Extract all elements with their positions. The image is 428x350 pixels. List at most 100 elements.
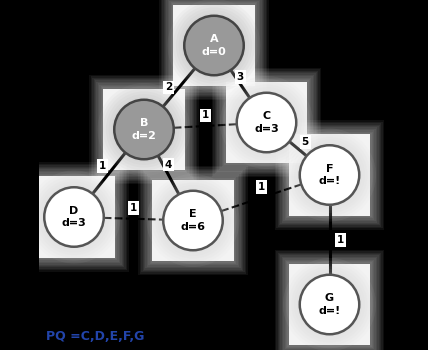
FancyBboxPatch shape: [166, 0, 262, 93]
FancyBboxPatch shape: [168, 0, 260, 92]
Circle shape: [178, 10, 250, 81]
FancyBboxPatch shape: [278, 253, 381, 350]
FancyBboxPatch shape: [222, 78, 311, 167]
FancyBboxPatch shape: [171, 2, 257, 89]
FancyBboxPatch shape: [89, 75, 199, 184]
FancyBboxPatch shape: [91, 76, 197, 183]
Text: 1: 1: [98, 161, 106, 171]
FancyBboxPatch shape: [275, 120, 384, 230]
FancyBboxPatch shape: [282, 127, 377, 223]
Circle shape: [234, 90, 299, 155]
FancyBboxPatch shape: [163, 0, 265, 96]
Circle shape: [30, 173, 118, 261]
FancyBboxPatch shape: [151, 178, 235, 262]
Circle shape: [286, 131, 373, 219]
FancyBboxPatch shape: [25, 168, 123, 266]
Circle shape: [294, 140, 365, 210]
FancyBboxPatch shape: [146, 173, 241, 268]
FancyBboxPatch shape: [212, 68, 321, 177]
FancyBboxPatch shape: [19, 162, 129, 272]
FancyBboxPatch shape: [147, 174, 239, 267]
FancyBboxPatch shape: [283, 129, 376, 221]
FancyBboxPatch shape: [280, 126, 378, 224]
FancyBboxPatch shape: [143, 170, 244, 271]
Circle shape: [33, 176, 115, 258]
FancyBboxPatch shape: [173, 5, 255, 86]
FancyBboxPatch shape: [138, 166, 248, 275]
FancyBboxPatch shape: [280, 256, 378, 350]
Text: 1: 1: [130, 203, 137, 213]
Circle shape: [163, 191, 223, 250]
FancyBboxPatch shape: [104, 89, 184, 170]
Text: 5: 5: [301, 137, 309, 147]
FancyBboxPatch shape: [148, 176, 238, 265]
Circle shape: [44, 187, 104, 247]
FancyBboxPatch shape: [226, 82, 307, 163]
Text: 1: 1: [202, 111, 209, 120]
Circle shape: [288, 264, 371, 345]
Circle shape: [237, 93, 296, 152]
FancyBboxPatch shape: [92, 78, 196, 181]
Text: E
d=6: E d=6: [181, 209, 205, 232]
Circle shape: [146, 174, 240, 267]
Text: G
d=!: G d=!: [318, 293, 341, 316]
Text: 1: 1: [336, 235, 344, 245]
FancyBboxPatch shape: [172, 4, 256, 88]
Circle shape: [297, 142, 362, 208]
Circle shape: [155, 182, 231, 259]
Circle shape: [231, 87, 302, 158]
Circle shape: [173, 5, 255, 86]
FancyBboxPatch shape: [152, 180, 234, 261]
Circle shape: [106, 91, 182, 168]
FancyBboxPatch shape: [94, 79, 194, 180]
FancyBboxPatch shape: [169, 1, 259, 90]
Circle shape: [300, 145, 359, 205]
FancyBboxPatch shape: [223, 79, 310, 166]
Text: 4: 4: [165, 160, 172, 169]
FancyBboxPatch shape: [225, 80, 309, 164]
Circle shape: [170, 2, 258, 89]
FancyBboxPatch shape: [96, 82, 192, 177]
Circle shape: [226, 82, 307, 163]
FancyBboxPatch shape: [276, 251, 383, 350]
FancyBboxPatch shape: [95, 80, 193, 178]
FancyBboxPatch shape: [165, 0, 263, 94]
Circle shape: [109, 94, 179, 165]
Circle shape: [229, 84, 305, 161]
Circle shape: [160, 188, 226, 253]
FancyBboxPatch shape: [288, 133, 372, 217]
Circle shape: [291, 266, 368, 343]
Circle shape: [111, 97, 176, 162]
Text: 1: 1: [258, 182, 265, 192]
Circle shape: [286, 261, 373, 348]
FancyBboxPatch shape: [30, 174, 117, 260]
Circle shape: [294, 269, 365, 340]
FancyBboxPatch shape: [279, 125, 380, 225]
Circle shape: [297, 272, 362, 337]
Text: C
d=3: C d=3: [254, 111, 279, 134]
FancyBboxPatch shape: [27, 169, 122, 265]
Circle shape: [288, 134, 371, 216]
FancyBboxPatch shape: [289, 264, 370, 345]
Circle shape: [300, 275, 359, 334]
Circle shape: [27, 170, 121, 264]
FancyBboxPatch shape: [286, 132, 373, 218]
Text: D
d=3: D d=3: [62, 206, 86, 228]
FancyBboxPatch shape: [22, 165, 126, 269]
Circle shape: [167, 0, 261, 92]
Circle shape: [149, 177, 237, 264]
FancyBboxPatch shape: [216, 72, 317, 173]
Circle shape: [223, 79, 310, 166]
Text: F
d=!: F d=!: [318, 164, 341, 186]
FancyBboxPatch shape: [279, 254, 380, 350]
Circle shape: [283, 128, 376, 222]
Text: A
d=0: A d=0: [202, 34, 226, 57]
Circle shape: [181, 13, 247, 78]
Circle shape: [39, 182, 109, 252]
FancyBboxPatch shape: [102, 88, 186, 172]
Circle shape: [36, 179, 112, 255]
FancyBboxPatch shape: [278, 123, 381, 227]
FancyBboxPatch shape: [286, 261, 373, 348]
Circle shape: [184, 16, 244, 75]
Circle shape: [100, 86, 188, 173]
